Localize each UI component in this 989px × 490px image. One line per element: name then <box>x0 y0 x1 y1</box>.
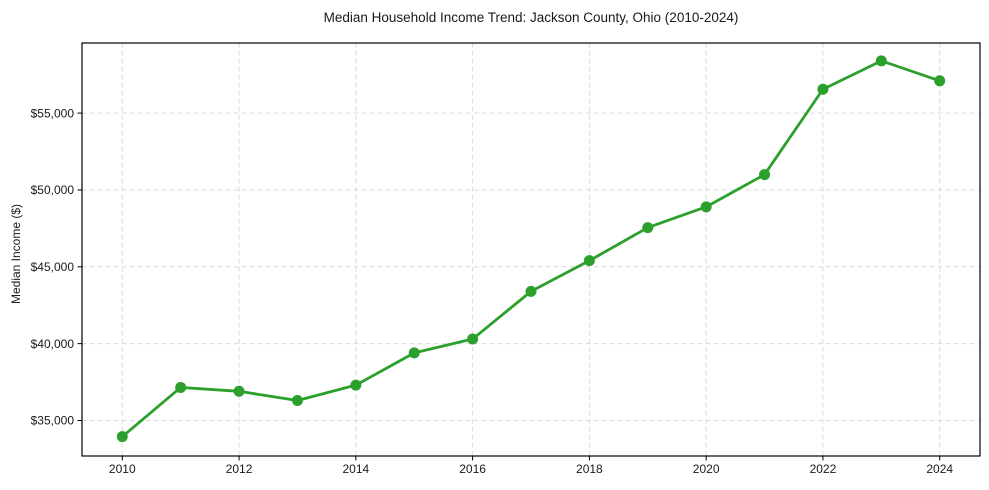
data-point <box>233 385 245 397</box>
x-tick-label: 2012 <box>226 462 253 476</box>
data-point <box>875 55 887 67</box>
data-point <box>525 285 537 297</box>
data-point <box>759 169 771 181</box>
data-point <box>291 395 303 407</box>
x-tick-label: 2024 <box>926 462 953 476</box>
x-tick-label: 2014 <box>342 462 369 476</box>
axes-spines <box>81 42 981 457</box>
data-point <box>700 201 712 213</box>
data-line <box>120 59 942 439</box>
data-point <box>467 333 479 345</box>
data-point <box>642 222 654 234</box>
data-point <box>408 347 420 359</box>
x-tick-label: 2016 <box>459 462 486 476</box>
x-tick-label: 2010 <box>109 462 136 476</box>
chart-title: Median Household Income Trend: Jackson C… <box>323 10 739 25</box>
y-tick-label: $55,000 <box>31 106 75 120</box>
y-tick-label: $35,000 <box>31 414 75 428</box>
y-tick-label: $40,000 <box>31 337 75 351</box>
x-tick-label: 2020 <box>693 462 720 476</box>
data-point <box>583 255 595 267</box>
y-tick-label: $50,000 <box>31 183 75 197</box>
data-point <box>116 431 128 443</box>
data-point <box>817 83 829 95</box>
x-tick-label: 2018 <box>576 462 603 476</box>
data-point <box>350 379 362 391</box>
data-point <box>175 381 187 393</box>
x-tick-label: 2022 <box>810 462 837 476</box>
data-point <box>934 75 946 87</box>
y-tick-label: $45,000 <box>31 260 75 274</box>
